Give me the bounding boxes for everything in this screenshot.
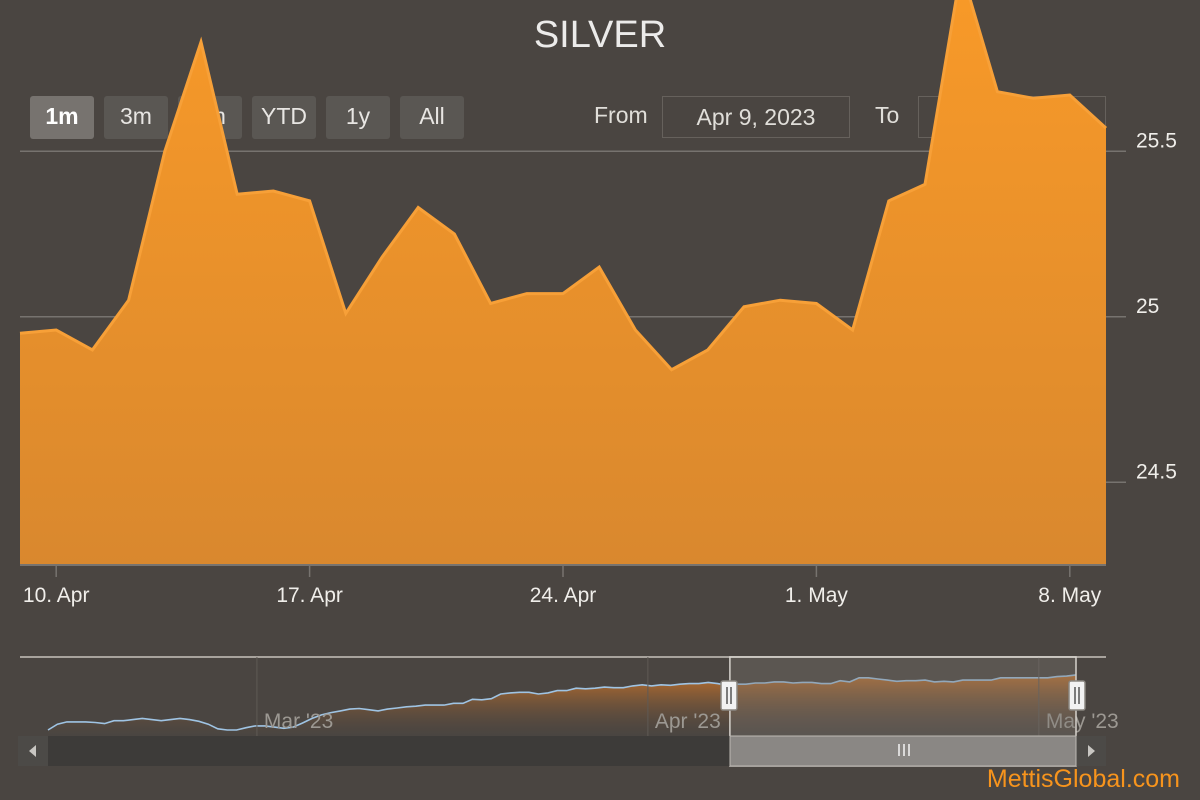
arrow-left-icon	[29, 745, 36, 757]
navigator-labels: Mar '23 Apr '23 May '23	[256, 657, 1119, 736]
navigator-line	[47, 674, 1077, 731]
scrollbar-thumb[interactable]	[729, 735, 1077, 767]
navigator-label: Apr '23	[655, 710, 721, 733]
navigator-label: May '23	[1046, 710, 1119, 733]
range-button-3m[interactable]: 3m	[104, 96, 168, 139]
x-tick-label: 1. May	[785, 584, 849, 607]
series-line	[19, 0, 1108, 372]
to-label: To	[875, 102, 900, 128]
scrollbar[interactable]	[18, 735, 1106, 767]
navigator-label: Mar '23	[264, 710, 333, 733]
navigator-area	[48, 674, 1076, 736]
y-tick-label: 24.5	[1136, 460, 1177, 483]
arrow-right-icon	[1088, 745, 1095, 757]
from-label: From	[594, 102, 648, 128]
range-button-1m[interactable]: 1m	[30, 96, 94, 139]
navigator-handle-left[interactable]	[720, 680, 738, 711]
range-button-ytd[interactable]: YTD	[252, 96, 316, 139]
credit-link[interactable]: MettisGlobal.com	[986, 765, 1180, 793]
y-tick-label: 25.5	[1136, 129, 1177, 152]
from-date-input[interactable]: Apr 9, 2023	[662, 96, 850, 138]
navigator-handle-right[interactable]	[1068, 680, 1086, 711]
y-tick-label: 25	[1136, 295, 1159, 318]
x-tick-label: 10. Apr	[23, 584, 90, 607]
x-tick-label: 17. Apr	[276, 584, 343, 607]
range-button-1y[interactable]: 1y	[326, 96, 390, 139]
x-axis: 10. Apr 17. Apr 24. Apr 1. May 8. May	[23, 565, 1102, 607]
range-button-all[interactable]: All	[400, 96, 464, 139]
x-tick-label: 8. May	[1038, 584, 1102, 607]
chart-title: SILVER	[533, 14, 667, 56]
series-area	[20, 0, 1106, 565]
x-tick-label: 24. Apr	[530, 584, 597, 607]
